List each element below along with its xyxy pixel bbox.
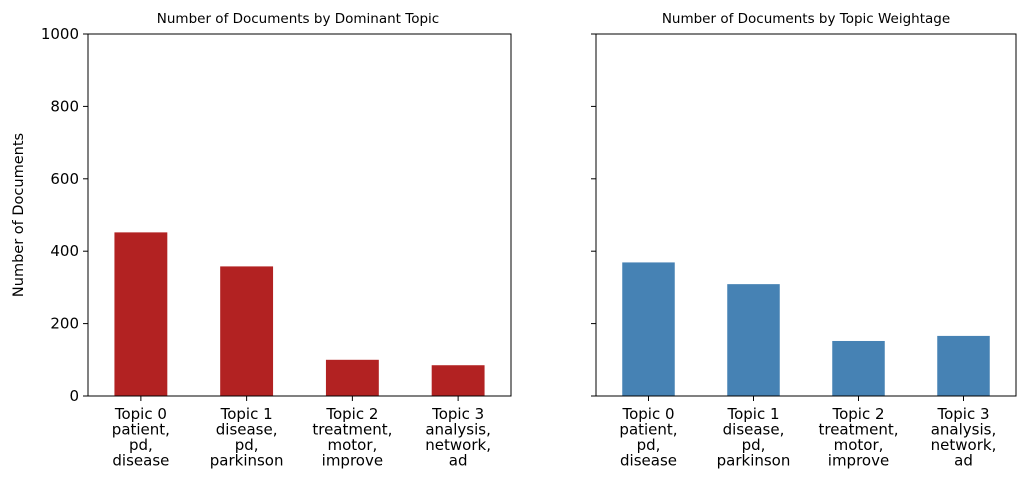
left-bar-1 [220,266,274,396]
right-bar-2 [832,340,885,396]
left-bar-0 [114,232,168,396]
left-ytick-label-5: 1000 [41,25,79,43]
left-bar-2 [325,359,379,396]
right-category-label-3: Topic 3 analysis, network, ad [931,405,997,470]
right-category-label-2: Topic 2 treatment, motor, improve [818,405,898,470]
right-plot-frame [595,33,1017,397]
left-chart-title: Number of Documents by Dominant Topic [157,11,439,27]
left-ytick-label-4: 800 [50,97,79,115]
right-category-label-1: Topic 1 disease, pd, parkinson [717,405,791,470]
left-bar-3 [431,365,485,396]
left-chart-plot: 0 200 400 600 800 1000 Topic 0 patient, pd, disea… [41,25,512,470]
left-category-label-0: Topic 0 patient, pd, disease [112,405,170,470]
right-bar-3 [937,335,990,396]
left-category-label-1: Topic 1 disease, pd, parkinson [210,405,284,470]
right-chart-title: Number of Documents by Topic Weightage [662,11,950,27]
left-ytick-label-1: 200 [50,315,79,333]
right-category-label-0: Topic 0 patient, pd, disease [619,405,677,470]
left-chart-panel: Number of Documents by Dominant Topic 0 2… [41,11,512,470]
left-category-label-2: Topic 2 treatment, motor, improve [312,405,392,470]
left-ytick-label-2: 400 [50,242,79,260]
left-ytick-label-3: 600 [50,170,79,188]
right-bar-1 [727,284,780,396]
left-plot-frame [87,33,512,397]
right-chart-plot: Topic 0 patient, pd, disease Topic 1 disease,… [591,33,1017,470]
left-ytick-label-0: 0 [69,387,79,405]
right-chart-panel: Number of Documents by Topic Weightage T… [591,11,1017,470]
left-category-label-3: Topic 3 analysis, network, ad [425,405,491,470]
y-axis-label: Number of Documents [11,133,27,297]
right-bar-0 [622,262,675,396]
